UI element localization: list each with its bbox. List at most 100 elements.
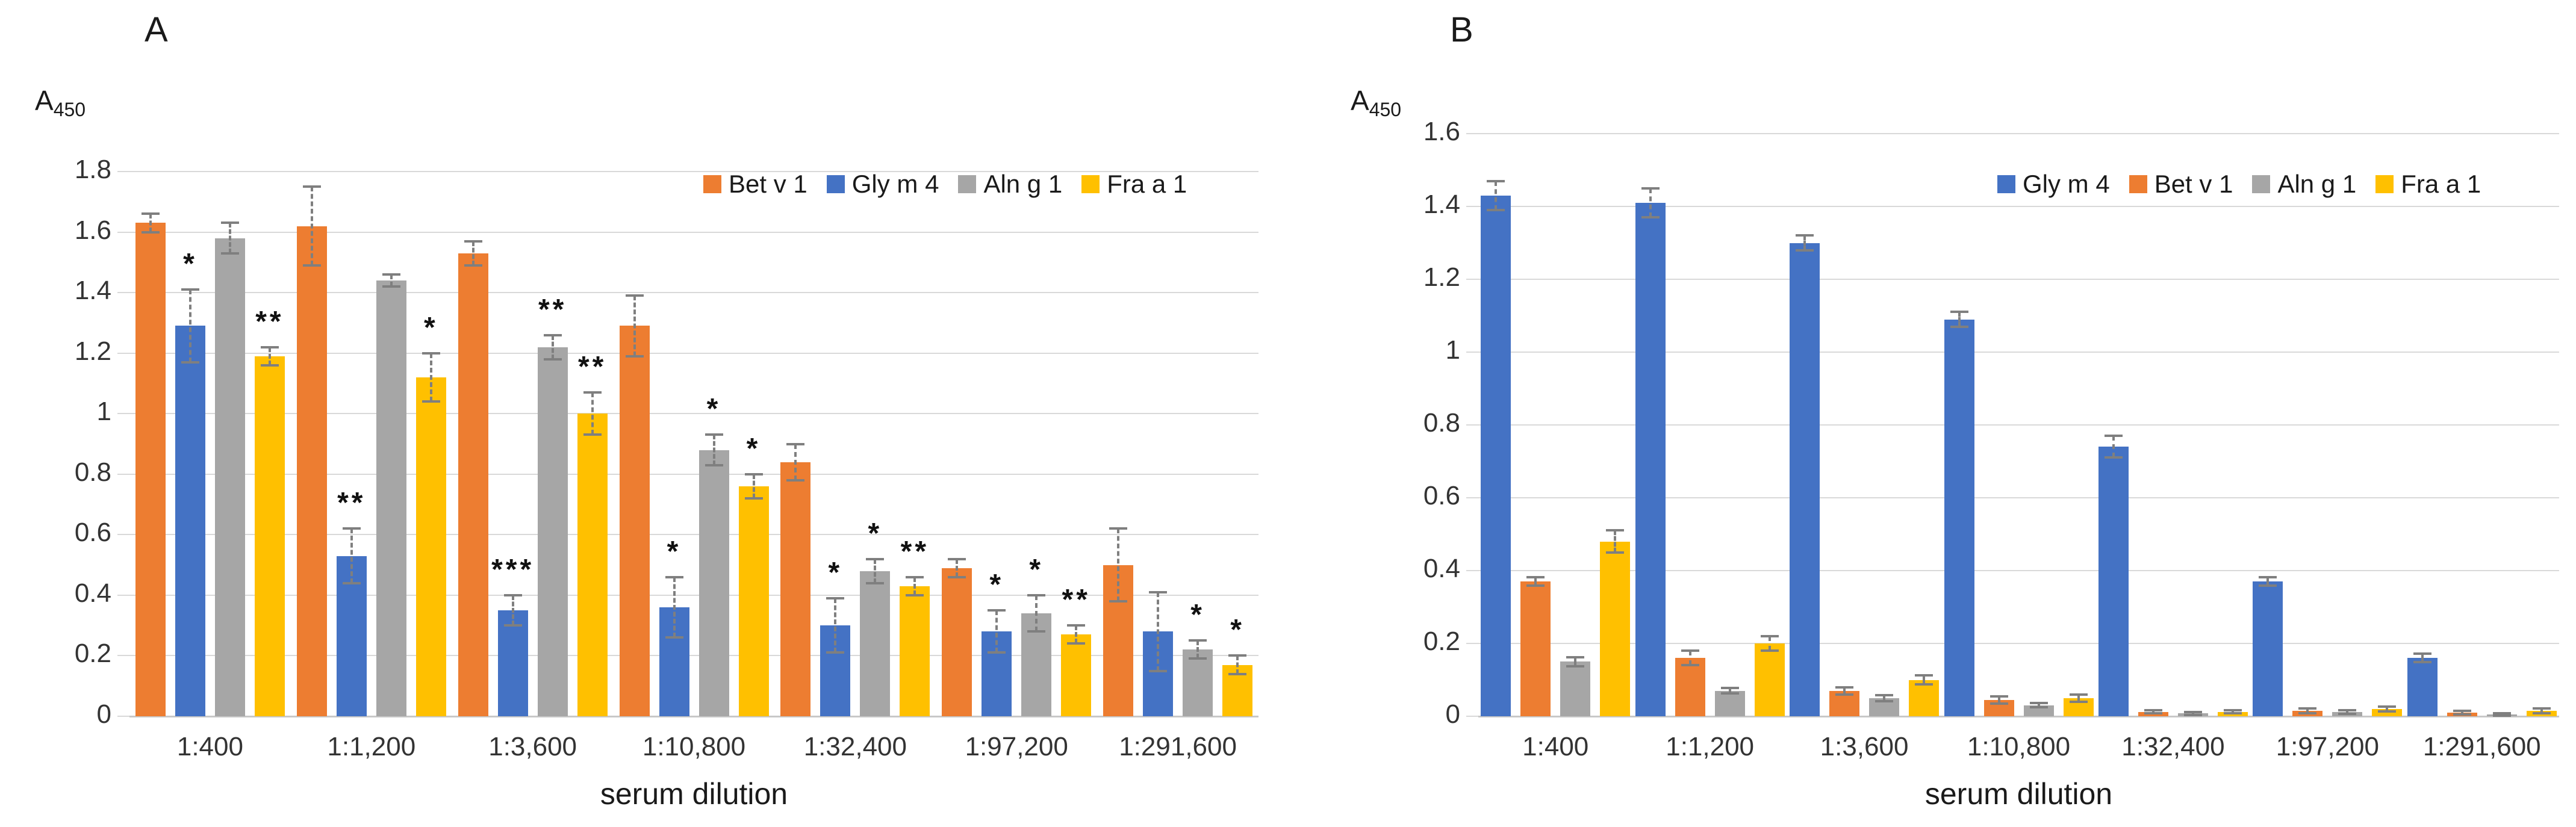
error-bar-cap (2298, 707, 2317, 710)
error-bar-cap (2532, 707, 2551, 710)
error-bar-cap (988, 609, 1006, 612)
gridline (1478, 206, 2559, 207)
error-bar-cap (2223, 712, 2242, 715)
error-bar (2112, 436, 2115, 458)
error-bar-cap (1915, 683, 1934, 686)
error-bar-cap (906, 593, 924, 596)
bar-gly-m-4 (2253, 581, 2283, 716)
error-bar-cap (181, 361, 199, 364)
legend-swatch (2252, 175, 2271, 193)
bar-fra-a-1 (1061, 634, 1092, 716)
error-bar (1495, 181, 1498, 211)
x-tick-label: 1:32,400 (2121, 732, 2225, 761)
error-bar-cap (1875, 699, 1894, 702)
error-bar (2460, 710, 2463, 714)
legend-swatch (826, 175, 845, 193)
error-bar-cap (906, 575, 924, 578)
y-axis-title-a-sub: 450 (53, 99, 86, 121)
bar-aln-g-1 (214, 238, 245, 716)
error-bar-cap (464, 240, 482, 243)
y-tickmark (1466, 133, 1478, 134)
error-bar-cap (625, 294, 644, 297)
sig-marker: ** (538, 293, 567, 326)
bar-aln-g-1 (860, 571, 891, 716)
error-bar-cap (2104, 456, 2123, 459)
error-bar-cap (382, 273, 400, 276)
error-bar-cap (464, 264, 482, 267)
error-bar-cap (2492, 712, 2511, 715)
bar-fra-a-1 (1600, 541, 1631, 716)
error-bar (188, 290, 191, 362)
error-bar-cap (1526, 575, 1545, 578)
gridline (1478, 643, 2559, 644)
error-bar-cap (2069, 693, 2088, 696)
bar-fra-a-1 (577, 414, 608, 716)
y-tick-label: 1 (1445, 335, 1460, 365)
sig-marker: * (1230, 614, 1245, 646)
x-tick-label: 1:400 (1522, 732, 1589, 761)
error-bar (471, 241, 474, 265)
gridline (1478, 497, 2559, 498)
error-bar-cap (1835, 686, 1854, 689)
error-bar-cap (1109, 599, 1128, 602)
y-tickmark (1466, 716, 1478, 717)
error-bar-cap (1950, 311, 1968, 314)
error-bar-cap (1149, 669, 1168, 672)
sig-marker: * (183, 248, 198, 280)
error-bar (1843, 687, 1846, 695)
error-bar-cap (220, 252, 239, 255)
y-tickmark (117, 292, 129, 294)
error-bar (268, 347, 271, 365)
bar-gly-m-4 (2407, 658, 2438, 716)
sig-marker: * (989, 569, 1004, 601)
panel-label-a: A (145, 10, 168, 49)
y-tick-label: 1.6 (74, 215, 111, 245)
error-bar-cap (1027, 593, 1046, 596)
y-tick-label: 1.4 (1423, 190, 1460, 219)
bar-bet-v-1 (458, 253, 488, 716)
bar-gly-m-4 (1635, 202, 1666, 716)
error-bar-cap (1681, 649, 1699, 652)
x-tick-label: 1:3,600 (1820, 732, 1909, 761)
error-bar-cap (2029, 702, 2048, 705)
error-bar (1688, 651, 1691, 666)
error-bar (1997, 696, 2000, 704)
gridline (1478, 133, 2559, 134)
bar-fra-a-1 (738, 486, 769, 716)
error-bar (551, 335, 554, 359)
bar-aln-g-1 (537, 347, 568, 716)
error-bar-cap (1228, 654, 1247, 657)
bar-gly-m-4 (175, 326, 205, 716)
error-bar-cap (382, 285, 400, 288)
error-bar (2266, 577, 2270, 586)
y-tick-label: 0.8 (1423, 408, 1460, 438)
error-bar (1236, 655, 1239, 674)
error-bar-cap (342, 527, 361, 530)
error-bar-cap (665, 575, 683, 578)
error-bar (1614, 530, 1617, 553)
error-bar (1035, 595, 1038, 632)
error-bar-cap (1720, 686, 1739, 689)
error-bar-cap (2183, 710, 2202, 713)
bar-bet-v-1 (1675, 658, 1705, 716)
x-tick-label: 1:291,600 (2422, 732, 2541, 761)
y-tickmark (117, 594, 129, 596)
bar-aln-g-1 (1714, 690, 1745, 716)
bar-bet-v-1 (135, 223, 166, 716)
legend-item: Gly m 4 (826, 170, 939, 199)
error-bar-cap (1189, 639, 1207, 642)
x-tick-label: 1:10,800 (1967, 732, 2071, 761)
bar-bet-v-1 (619, 326, 650, 716)
gridline (129, 594, 1258, 596)
y-tickmark (117, 413, 129, 415)
error-bar (1728, 687, 1731, 694)
y-tickmark (117, 716, 129, 717)
error-bar-cap (220, 221, 239, 225)
y-tickmark (117, 473, 129, 475)
y-tick-label: 1.8 (74, 155, 111, 184)
y-tick-label: 1 (96, 397, 111, 427)
error-bar-cap (948, 557, 966, 560)
y-tick-label: 0.8 (74, 457, 111, 487)
error-bar-cap (1109, 527, 1128, 530)
sig-marker: * (868, 517, 883, 550)
